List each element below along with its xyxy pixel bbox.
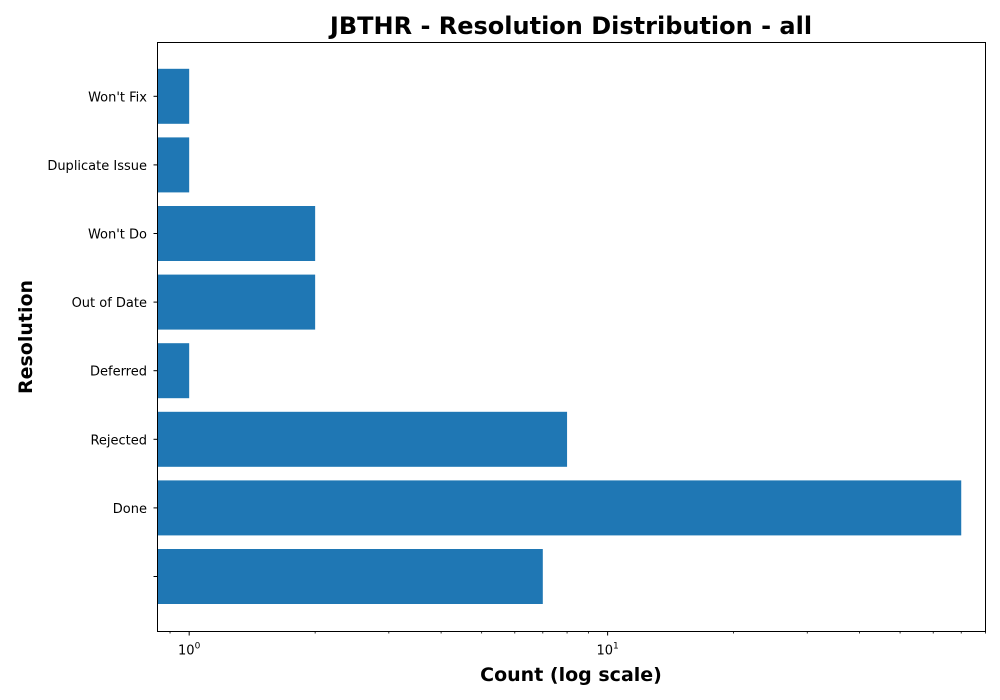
bar-done bbox=[157, 480, 962, 536]
x-axis-label: Count (log scale) bbox=[480, 664, 662, 686]
bar-duplicate-issue bbox=[157, 137, 190, 193]
y-tick-label-duplicate-issue: Duplicate Issue bbox=[47, 159, 147, 174]
y-tick-label-deferred: Deferred bbox=[90, 365, 147, 380]
x-ticks-group: 100 101 bbox=[169, 631, 986, 659]
y-tick-label-won-t-fix: Won't Fix bbox=[88, 90, 147, 105]
y-tick-label-done: Done bbox=[113, 502, 147, 517]
bar-won-t-do bbox=[157, 206, 316, 261]
y-ticks-group: Done Rejected Deferred Out of Date Won't Do D… bbox=[47, 90, 158, 577]
y-tick-label-out-of-date: Out of Date bbox=[72, 296, 147, 311]
x-tick-label: 101 bbox=[596, 642, 618, 659]
bar-out-of-date bbox=[157, 274, 316, 330]
x-tick-label: 100 bbox=[178, 642, 201, 659]
chart-title: JBTHR - Resolution Distribution - all bbox=[328, 12, 812, 40]
bar-rejected bbox=[157, 411, 568, 467]
bar-blank bbox=[157, 549, 543, 604]
bar-deferred bbox=[157, 343, 190, 399]
bar-won-t-fix bbox=[157, 68, 190, 124]
y-axis-label: Resolution bbox=[15, 280, 37, 394]
bars-group bbox=[157, 68, 962, 604]
plot-frame bbox=[157, 42, 986, 632]
y-tick-label-won-t-do: Won't Do bbox=[88, 228, 147, 243]
y-tick-label-rejected: Rejected bbox=[90, 433, 147, 448]
